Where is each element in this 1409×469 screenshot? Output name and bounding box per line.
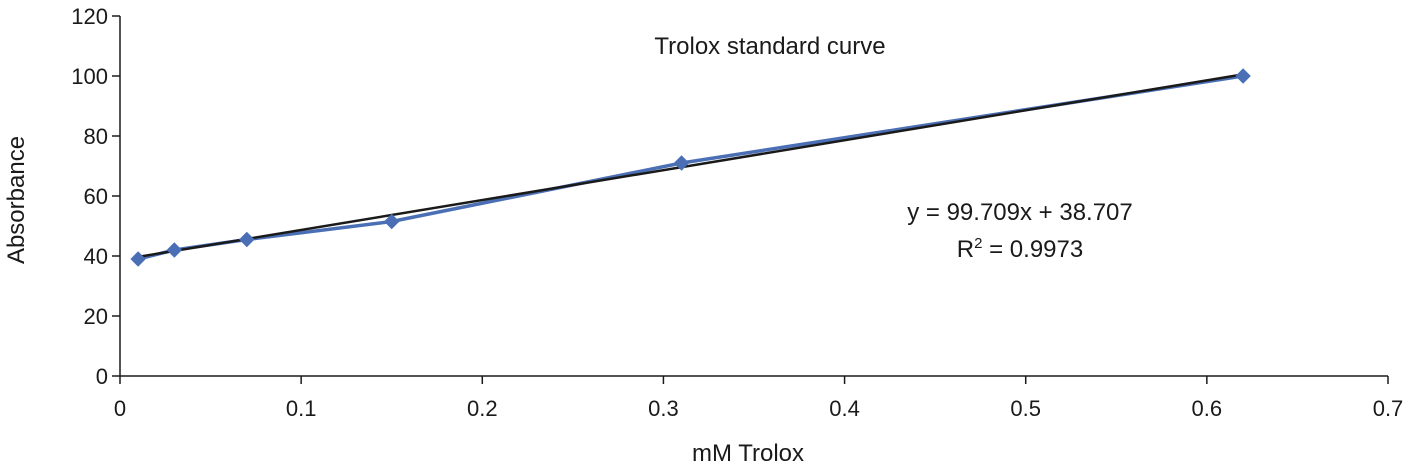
tick-marks (112, 15, 1389, 384)
data-point-marker (384, 213, 400, 230)
data-point-marker (1235, 68, 1251, 84)
y-axis-title: Absorbance (3, 136, 30, 264)
data-point-marker (673, 155, 690, 171)
chart-title: Trolox standard curve (654, 33, 885, 60)
data-point-marker (166, 242, 183, 258)
r-squared-label: R2 = 0.9973 (957, 235, 1083, 263)
x-tick-label: 0.7 (1373, 396, 1404, 421)
x-tick-label: 0.1 (286, 396, 317, 421)
y-tick-label: 80 (84, 124, 108, 149)
data-markers (130, 68, 1251, 267)
data-point-marker (130, 251, 146, 267)
r-squared-sup: 2 (974, 235, 982, 252)
r-squared-value: = 0.9973 (982, 236, 1083, 263)
y-tick-labels: 0 20 40 60 80 100 120 (71, 4, 108, 389)
data-series (137, 74, 1244, 261)
y-tick-label: 20 (84, 304, 108, 329)
r-squared-r: R (957, 236, 974, 263)
x-tick-label: 0.3 (648, 396, 679, 421)
y-tick-label: 40 (84, 244, 108, 269)
y-tick-label: 0 (96, 364, 108, 389)
x-tick-label: 0.6 (1192, 396, 1223, 421)
data-point-marker (239, 231, 255, 248)
y-tick-label: 120 (71, 4, 108, 29)
trendline-line (137, 73, 1244, 259)
x-tick-labels: 0 0.1 0.2 0.3 0.4 0.5 0.6 0.7 (114, 396, 1403, 421)
y-tick-label: 100 (71, 64, 108, 89)
x-tick-label: 0.5 (1010, 396, 1041, 421)
x-axis-title: mM Trolox (692, 440, 804, 467)
x-tick-label: 0 (114, 396, 126, 421)
axes (119, 16, 1388, 377)
x-tick-label: 0.4 (829, 396, 860, 421)
series-line (137, 74, 1244, 261)
trendline (137, 73, 1244, 259)
x-tick-label: 0.2 (467, 396, 498, 421)
y-tick-label: 60 (84, 184, 108, 209)
trendline-equation: y = 99.709x + 38.707 (907, 199, 1133, 226)
